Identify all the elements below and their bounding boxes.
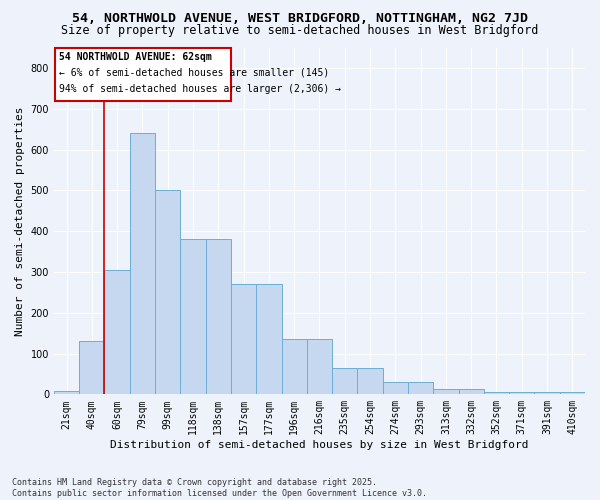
- Bar: [307, 339, 332, 394]
- Bar: [332, 368, 358, 394]
- Bar: [54, 391, 79, 394]
- Bar: [383, 382, 408, 394]
- Bar: [256, 284, 281, 395]
- Text: ← 6% of semi-detached houses are smaller (145): ← 6% of semi-detached houses are smaller…: [59, 68, 329, 78]
- Bar: [433, 390, 458, 394]
- Bar: [408, 382, 433, 394]
- Text: Size of property relative to semi-detached houses in West Bridgford: Size of property relative to semi-detach…: [61, 24, 539, 37]
- Text: 54 NORTHWOLD AVENUE: 62sqm: 54 NORTHWOLD AVENUE: 62sqm: [59, 52, 212, 62]
- Bar: [181, 240, 206, 394]
- Text: Contains HM Land Registry data © Crown copyright and database right 2025.
Contai: Contains HM Land Registry data © Crown c…: [12, 478, 427, 498]
- Bar: [79, 342, 104, 394]
- Bar: [509, 392, 535, 394]
- Bar: [535, 392, 560, 394]
- Y-axis label: Number of semi-detached properties: Number of semi-detached properties: [15, 106, 25, 336]
- Bar: [281, 339, 307, 394]
- Bar: [231, 284, 256, 395]
- X-axis label: Distribution of semi-detached houses by size in West Bridgford: Distribution of semi-detached houses by …: [110, 440, 529, 450]
- Bar: [484, 392, 509, 394]
- Bar: [130, 133, 155, 394]
- FancyBboxPatch shape: [55, 48, 231, 102]
- Bar: [206, 240, 231, 394]
- Bar: [358, 368, 383, 394]
- Text: 54, NORTHWOLD AVENUE, WEST BRIDGFORD, NOTTINGHAM, NG2 7JD: 54, NORTHWOLD AVENUE, WEST BRIDGFORD, NO…: [72, 12, 528, 26]
- Text: 94% of semi-detached houses are larger (2,306) →: 94% of semi-detached houses are larger (…: [59, 84, 341, 94]
- Bar: [104, 270, 130, 394]
- Bar: [560, 392, 585, 394]
- Bar: [155, 190, 181, 394]
- Bar: [458, 390, 484, 394]
